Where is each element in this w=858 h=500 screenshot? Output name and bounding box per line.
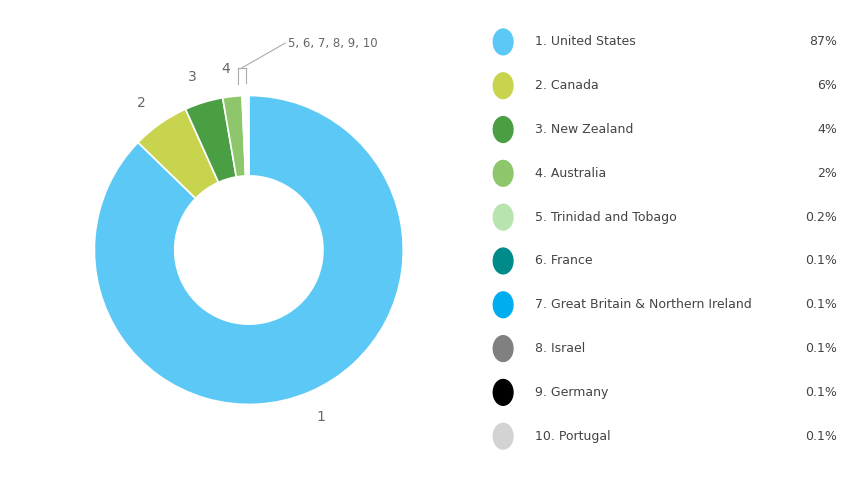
Text: 6. France: 6. France [535, 254, 592, 268]
Text: 87%: 87% [809, 36, 837, 49]
Wedge shape [138, 109, 219, 198]
Circle shape [493, 116, 513, 142]
Text: 3: 3 [188, 70, 196, 84]
Wedge shape [244, 96, 247, 176]
Text: 0.2%: 0.2% [806, 210, 837, 224]
Text: 3. New Zealand: 3. New Zealand [535, 123, 633, 136]
Text: 5, 6, 7, 8, 9, 10: 5, 6, 7, 8, 9, 10 [288, 36, 378, 50]
Wedge shape [223, 96, 245, 177]
Wedge shape [248, 96, 249, 176]
Circle shape [493, 336, 513, 361]
Text: 2. Canada: 2. Canada [535, 79, 599, 92]
Circle shape [493, 380, 513, 406]
Text: 1. United States: 1. United States [535, 36, 636, 49]
Text: 9. Germany: 9. Germany [535, 386, 608, 399]
Text: 6%: 6% [818, 79, 837, 92]
Text: 5. Trinidad and Tobago: 5. Trinidad and Tobago [535, 210, 677, 224]
Circle shape [493, 424, 513, 449]
Text: 0.1%: 0.1% [806, 386, 837, 399]
Wedge shape [245, 96, 247, 176]
Wedge shape [94, 96, 403, 405]
Text: 1: 1 [317, 410, 326, 424]
Text: 8. Israel: 8. Israel [535, 342, 585, 355]
Wedge shape [185, 98, 236, 182]
Text: 0.1%: 0.1% [806, 342, 837, 355]
Wedge shape [247, 96, 248, 176]
Text: 0.1%: 0.1% [806, 298, 837, 312]
Text: 10. Portugal: 10. Portugal [535, 430, 610, 442]
Text: 0.1%: 0.1% [806, 430, 837, 442]
Circle shape [493, 160, 513, 186]
Circle shape [493, 204, 513, 230]
Text: 4. Australia: 4. Australia [535, 167, 606, 180]
Text: 2: 2 [137, 96, 146, 110]
Text: 7. Great Britain & Northern Ireland: 7. Great Britain & Northern Ireland [535, 298, 752, 312]
Circle shape [493, 29, 513, 55]
Text: 4%: 4% [818, 123, 837, 136]
Text: 0.1%: 0.1% [806, 254, 837, 268]
Circle shape [493, 248, 513, 274]
Circle shape [493, 73, 513, 98]
Text: 4: 4 [221, 62, 230, 76]
Wedge shape [246, 96, 248, 176]
Text: 2%: 2% [818, 167, 837, 180]
Wedge shape [242, 96, 246, 176]
Circle shape [493, 292, 513, 318]
